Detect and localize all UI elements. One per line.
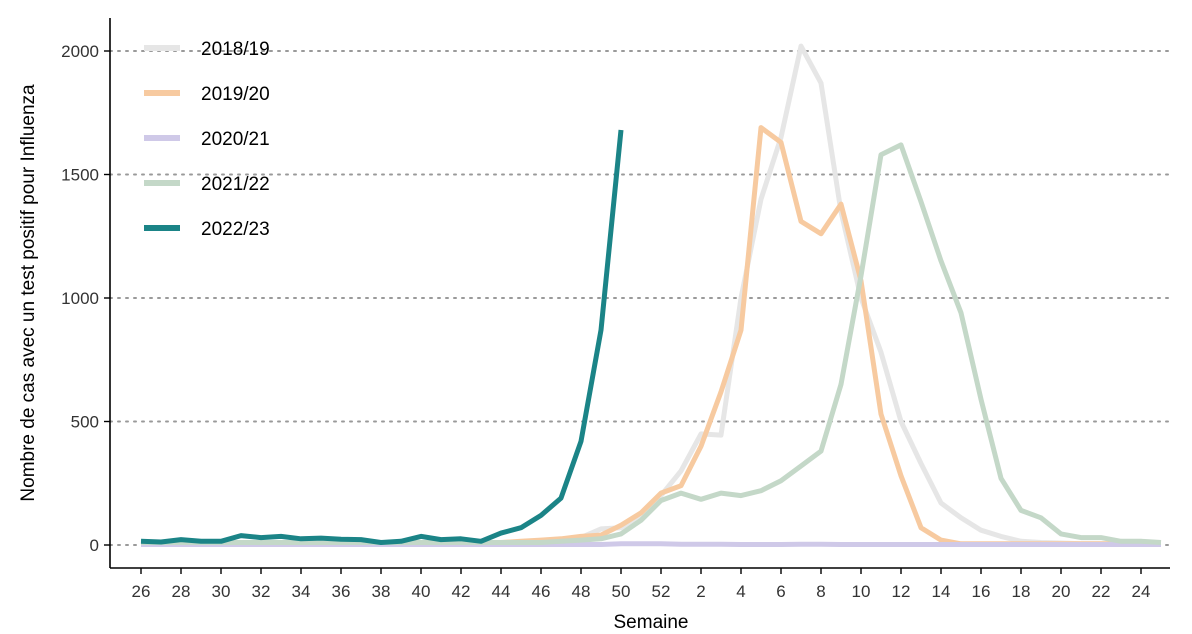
y-tick-label: 2000: [61, 42, 99, 61]
legend-label: 2018/19: [201, 39, 270, 60]
x-tick-label: 36: [332, 582, 351, 601]
x-tick-label: 30: [212, 582, 231, 601]
x-tick-label: 24: [1132, 582, 1151, 601]
series-line-2019-20: [141, 125, 1161, 547]
y-tick-label: 1500: [61, 166, 99, 185]
x-tick-label: 16: [972, 582, 991, 601]
legend-label: 2022/23: [201, 219, 270, 240]
series-line-2018-19: [141, 43, 1161, 547]
x-tick-label: 8: [816, 582, 825, 601]
x-tick-label: 34: [292, 582, 311, 601]
series-lines: [140, 43, 1162, 547]
x-axis-title: Semaine: [614, 612, 689, 633]
x-tick-label: 10: [852, 582, 871, 601]
y-tick-label: 1000: [61, 289, 99, 308]
x-tick-label: 42: [452, 582, 471, 601]
x-tick-label: 14: [932, 582, 951, 601]
x-tick-label: 20: [1052, 582, 1071, 601]
x-tick-label: 28: [172, 582, 191, 601]
legend: 2018/19 2019/20 2020/21 2021/22 2022/23: [144, 39, 270, 240]
legend-label: 2021/22: [201, 174, 270, 195]
x-tick-label: 50: [612, 582, 631, 601]
legend-label: 2020/21: [201, 129, 270, 150]
x-tick-label: 44: [492, 582, 511, 601]
x-tick-label: 40: [412, 582, 431, 601]
x-tick-label: 52: [652, 582, 671, 601]
series-line-2022-23: [140, 129, 624, 545]
x-tick-label: 12: [892, 582, 911, 601]
gridlines: [109, 50, 1171, 546]
y-tick-label: 500: [71, 413, 99, 432]
y-axis-ticks: 0 500 1000 1500 2000: [61, 42, 110, 555]
legend-label: 2019/20: [201, 84, 270, 105]
x-axis-ticks: 26 28 30 32 34 36 38 40 42 44 46 48 50 52 2 4 6 8 10 12 14 16…: [132, 568, 1151, 601]
x-tick-label: 48: [572, 582, 591, 601]
x-tick-label: 4: [736, 582, 745, 601]
x-tick-label: 32: [252, 582, 271, 601]
x-tick-label: 2: [696, 582, 705, 601]
x-tick-label: 26: [132, 582, 151, 601]
y-axis-title: Nombre de cas avec un test positif pour …: [18, 84, 39, 502]
x-tick-label: 6: [776, 582, 785, 601]
y-tick-label: 0: [90, 536, 99, 555]
series-line-2021-22: [141, 142, 1162, 545]
x-tick-label: 22: [1092, 582, 1111, 601]
x-tick-label: 38: [372, 582, 391, 601]
x-tick-label: 46: [532, 582, 551, 601]
x-tick-label: 18: [1012, 582, 1031, 601]
